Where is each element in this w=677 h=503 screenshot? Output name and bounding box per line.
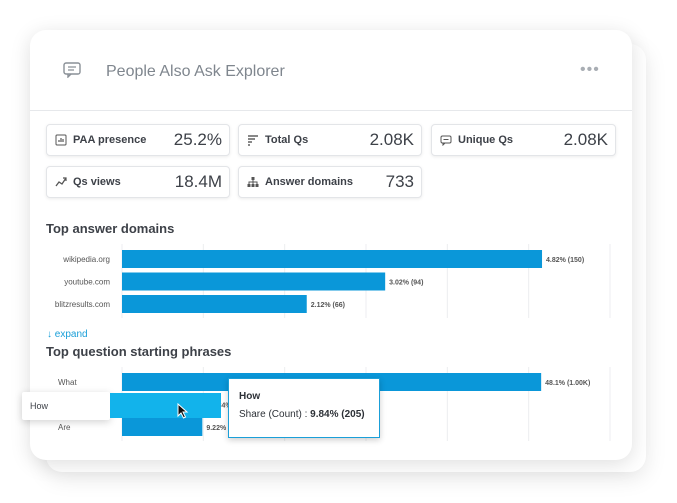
metric-label: Unique Qs	[458, 134, 514, 146]
tooltip-value: 9.84% (205)	[310, 409, 365, 420]
more-options-icon[interactable]: •••	[580, 61, 600, 78]
chart-tooltip: How Share (Count) : 9.84% (205)	[228, 378, 380, 438]
hovered-category-text: How	[30, 401, 49, 411]
card-header: People Also Ask Explorer •••	[30, 30, 632, 111]
category-label: blitzresults.com	[55, 300, 110, 309]
metric-value: 2.08K	[369, 130, 414, 149]
category-label: wikipedia.org	[62, 255, 110, 264]
arrow-down-icon: ↓	[47, 329, 52, 340]
metric-label: PAA presence	[73, 134, 147, 146]
hovered-category-label[interactable]: How	[22, 392, 110, 420]
bar[interactable]	[122, 272, 386, 291]
bar-chart-icon	[55, 134, 67, 146]
expand-label: expand	[54, 329, 88, 340]
data-label: 2.12% (66)	[311, 302, 345, 309]
trend-icon	[55, 177, 67, 187]
metric-value: 733	[385, 172, 414, 191]
hierarchy-icon	[247, 177, 259, 187]
metric-label: Answer domains	[265, 176, 354, 188]
bar[interactable]	[122, 295, 307, 313]
hovered-bar[interactable]	[110, 393, 221, 418]
chart-title: Top question starting phrases	[46, 344, 232, 359]
expand-link[interactable]: ↓ expand	[47, 329, 88, 340]
data-label: 4.82% (150)	[546, 257, 584, 264]
answer-domains-chart: wikipedia.org 4.82% (150) youtube.com 3.02%…	[55, 244, 611, 318]
metric-qs-views: Qs views 18.4M	[46, 166, 230, 198]
bar[interactable]	[122, 250, 543, 268]
metric-value: 18.4M	[174, 172, 222, 191]
message-icon	[440, 135, 452, 146]
tooltip-row: Share (Count) : 9.84% (205)	[239, 409, 365, 420]
metric-total-qs: Total Qs 2.08K	[238, 124, 422, 156]
category-label: Are	[58, 423, 71, 432]
data-label: 9.22% (192)	[206, 425, 244, 432]
metric-paa-presence: PAA presence 25.2%	[46, 124, 230, 156]
list-icon	[248, 135, 258, 146]
page-title: People Also Ask Explorer	[106, 63, 285, 80]
category-label: youtube.com	[64, 278, 110, 287]
metric-value: 25.2%	[173, 130, 222, 149]
metric-unique-qs: Unique Qs 2.08K	[431, 124, 616, 156]
metric-label: Total Qs	[265, 134, 309, 146]
data-label: 3.02% (94)	[389, 280, 423, 287]
chat-icon	[63, 62, 81, 78]
category-label: What	[58, 378, 77, 387]
metric-answer-domains: Answer domains 733	[238, 166, 422, 198]
chart-title: Top answer domains	[46, 221, 175, 236]
mouse-cursor-icon	[177, 403, 189, 419]
tooltip-label: Share (Count) :	[239, 409, 311, 420]
metric-label: Qs views	[73, 176, 121, 188]
bar[interactable]	[122, 418, 203, 436]
data-label: 48.1% (1.00K)	[545, 380, 590, 387]
metric-value: 2.08K	[563, 130, 608, 149]
tooltip-title: How	[239, 391, 261, 402]
